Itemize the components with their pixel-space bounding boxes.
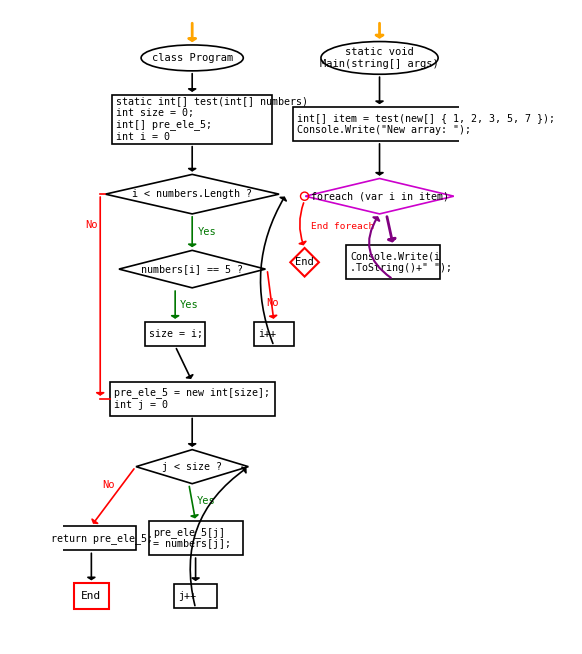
Bar	[110, 381, 275, 415]
Polygon shape	[136, 450, 249, 484]
Text: End: End	[81, 591, 101, 601]
Bar	[47, 526, 136, 551]
Text: pre_ele_5[j]
= numbers[j];: pre_ele_5[j] = numbers[j];	[152, 527, 230, 549]
Text: j < size ?: j < size ?	[162, 462, 222, 472]
Text: i++: i++	[258, 329, 276, 339]
Polygon shape	[290, 248, 319, 277]
Text: class Program: class Program	[151, 53, 233, 63]
Text: i < numbers.Length ?: i < numbers.Length ?	[132, 189, 252, 199]
Polygon shape	[306, 179, 454, 214]
Bar	[148, 521, 243, 555]
Text: Yes: Yes	[198, 227, 217, 237]
Bar	[145, 322, 205, 346]
Text: j++: j++	[179, 591, 197, 601]
Polygon shape	[105, 175, 279, 214]
Bar	[346, 245, 440, 279]
Text: int[] item = test(new[] { 1, 2, 3, 5, 7 });
Console.Write("New array: ");: int[] item = test(new[] { 1, 2, 3, 5, 7 …	[297, 113, 555, 135]
Text: Yes: Yes	[180, 300, 198, 309]
Text: End foreach: End foreach	[311, 222, 375, 231]
Text: No: No	[102, 480, 115, 490]
Text: static void
Main(string[] args): static void Main(string[] args)	[320, 47, 439, 69]
Text: End: End	[295, 257, 314, 267]
Text: static int[] test(int[] numbers)
int size = 0;
int[] pre_ele_5;
int i = 0: static int[] test(int[] numbers) int siz…	[116, 96, 308, 142]
Text: No: No	[266, 298, 278, 308]
Polygon shape	[119, 250, 265, 288]
Bar	[254, 322, 294, 346]
Text: Yes: Yes	[197, 496, 216, 506]
Bar	[293, 107, 466, 141]
Text: return pre_ele_5;: return pre_ele_5;	[51, 533, 153, 543]
Text: Console.Write(i
.ToString()+" ");: Console.Write(i .ToString()+" ");	[350, 252, 452, 273]
Text: pre_ele_5 = new int[size];
int j = 0: pre_ele_5 = new int[size]; int j = 0	[114, 387, 270, 410]
Text: size = i;: size = i;	[149, 329, 203, 339]
Text: No: No	[85, 220, 98, 230]
Bar	[112, 95, 272, 144]
Bar	[74, 583, 109, 609]
Bar	[175, 584, 217, 608]
Text: numbers[i] == 5 ?: numbers[i] == 5 ?	[141, 264, 243, 274]
Text: foreach (var i in item): foreach (var i in item)	[311, 191, 449, 201]
